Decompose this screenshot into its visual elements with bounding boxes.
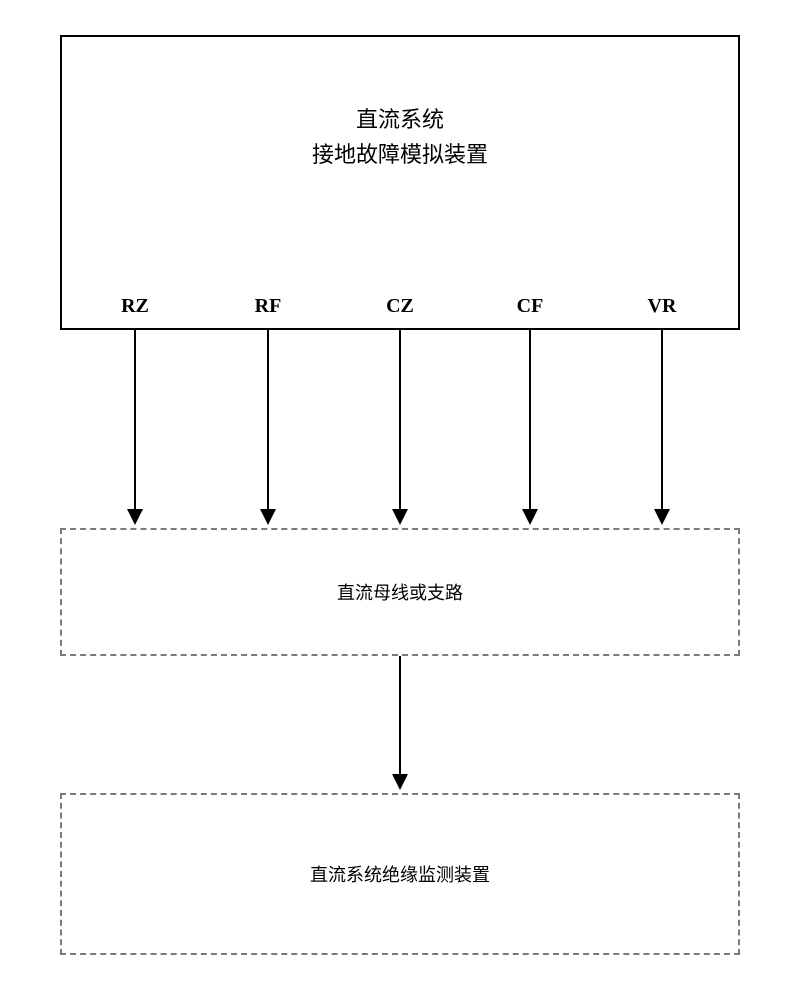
top-box: 直流系统 接地故障模拟装置 xyxy=(60,35,740,330)
port-label-vr: VR xyxy=(637,295,687,318)
port-label-cf: CF xyxy=(505,295,555,318)
top-title-line1: 直流系统 xyxy=(62,102,738,137)
top-title-line2: 接地故障模拟装置 xyxy=(62,137,738,172)
bot-box-label: 直流系统绝缘监测装置 xyxy=(310,861,490,887)
top-box-title: 直流系统 接地故障模拟装置 xyxy=(62,102,738,172)
mid-box: 直流母线或支路 xyxy=(60,528,740,656)
mid-box-label: 直流母线或支路 xyxy=(337,579,463,605)
port-label-cz: CZ xyxy=(375,295,425,318)
bot-box: 直流系统绝缘监测装置 xyxy=(60,793,740,955)
port-label-rf: RF xyxy=(243,295,293,318)
port-label-rz: RZ xyxy=(110,295,160,318)
